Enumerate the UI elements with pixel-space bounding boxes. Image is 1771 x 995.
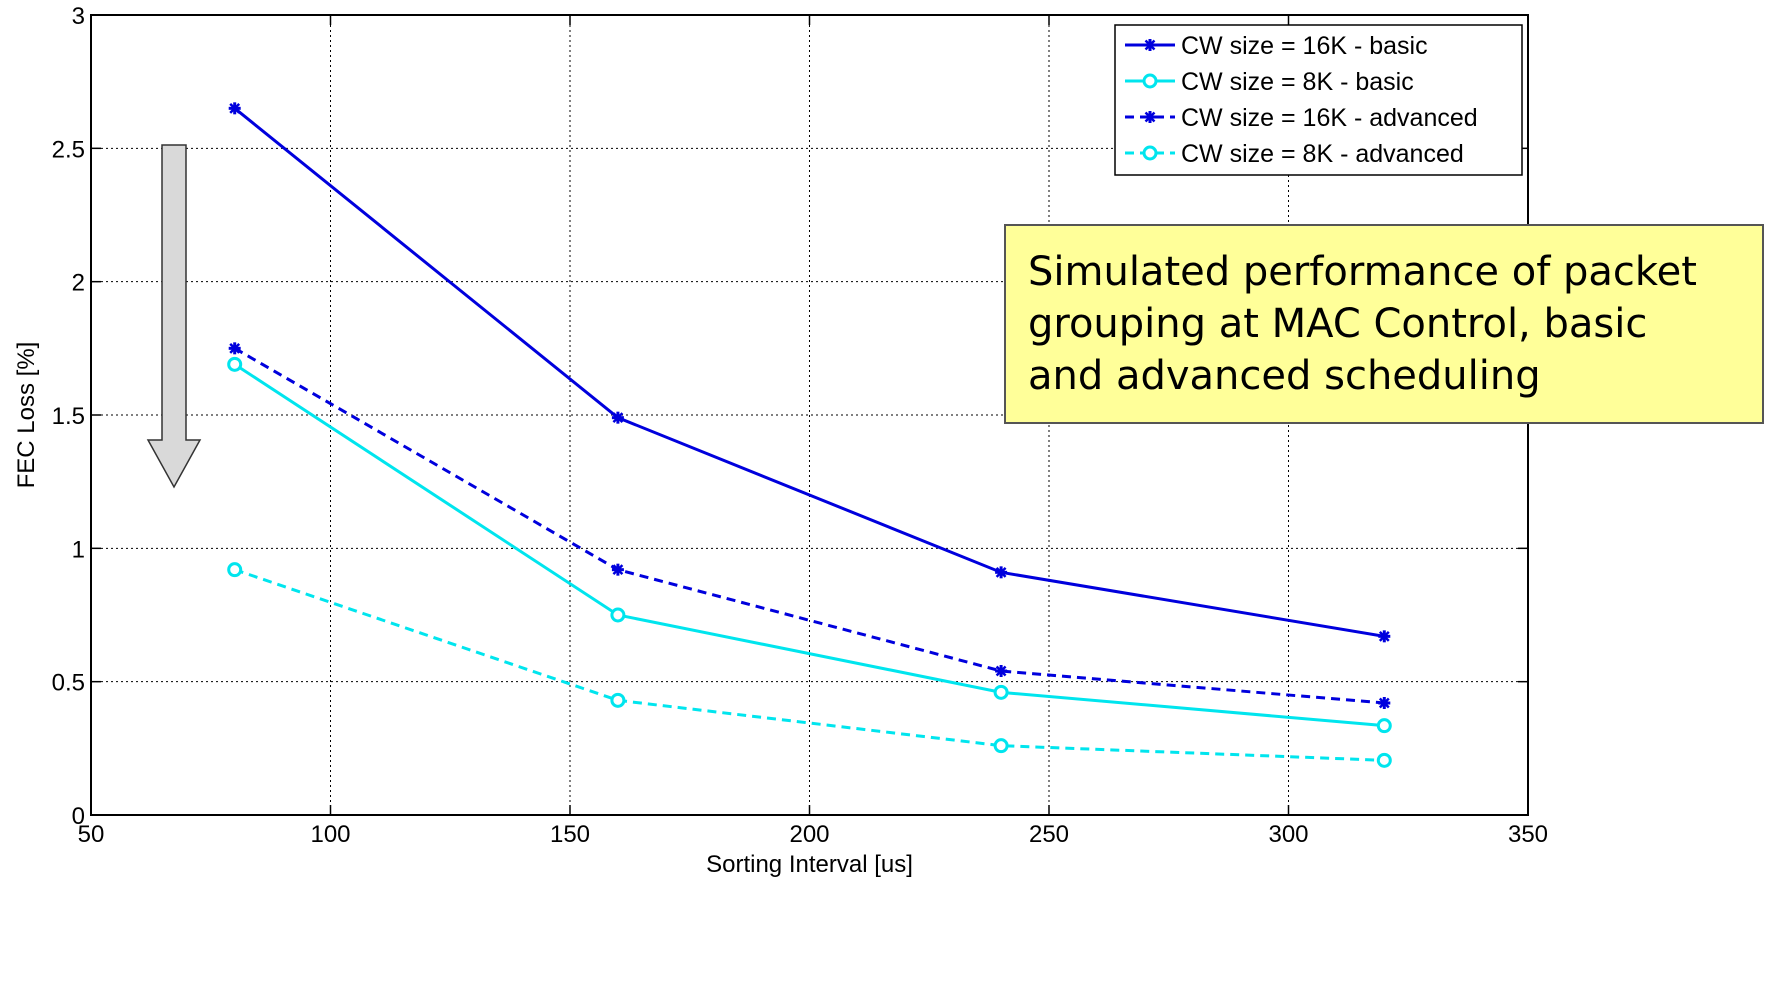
legend-item: CW size = 16K - basic <box>1125 32 1428 60</box>
x-tick-label: 50 <box>78 821 105 848</box>
data-point <box>1142 73 1158 89</box>
axis-ticks: 50 100 150 200 250 300 350 0 0.5 1 1.5 2 2.5 3 <box>52 3 1548 848</box>
data-point <box>993 738 1009 754</box>
data-point <box>995 665 1008 677</box>
decreasing-arrow <box>146 144 202 489</box>
legend-box <box>1114 24 1523 176</box>
annotation-line: Simulated performance of packet <box>1028 249 1697 295</box>
data-point <box>995 566 1008 579</box>
data-point <box>227 562 243 578</box>
series-2 <box>227 356 1392 734</box>
series-line <box>234 568 1385 762</box>
data-point <box>1378 697 1391 709</box>
data-point <box>228 342 241 355</box>
x-tick-label: 150 <box>550 821 590 848</box>
y-tick-label: 0.5 <box>52 670 85 697</box>
y-tick-label: 3 <box>72 3 85 30</box>
legend-label: CW size = 8K - advanced <box>1181 140 1464 168</box>
y-tick-label: 2.5 <box>52 136 85 163</box>
series-4 <box>227 562 1392 768</box>
series-layer <box>227 102 1392 768</box>
x-tick-label: 250 <box>1029 821 1069 848</box>
series-line <box>233 107 1385 638</box>
data-point <box>610 692 626 708</box>
data-point <box>611 563 624 576</box>
data-point <box>611 411 624 424</box>
y-tick-label: 0 <box>72 803 85 830</box>
data-point <box>1144 39 1156 51</box>
annotation-box: Simulated performance of packet grouping… <box>1004 224 1764 424</box>
data-point <box>228 102 241 115</box>
x-tick-label: 350 <box>1508 821 1548 848</box>
legend-label: CW size = 16K - basic <box>1181 32 1428 60</box>
x-tick-label: 200 <box>789 821 829 848</box>
x-tick-label: 100 <box>310 821 350 848</box>
x-tick-label: 300 <box>1268 821 1308 848</box>
annotation-line: and advanced scheduling <box>1028 353 1541 399</box>
y-axis-label: FEC Loss [%] <box>13 342 40 489</box>
y-tick-label: 2 <box>72 270 85 297</box>
series-line <box>233 363 1385 728</box>
legend-item: CW size = 8K - advanced <box>1125 140 1464 168</box>
data-point <box>1378 630 1391 643</box>
series-3 <box>228 342 1391 709</box>
data-point <box>993 684 1009 700</box>
annotation-line: grouping at MAC Control, basic <box>1028 301 1648 347</box>
data-point <box>610 607 626 623</box>
data-point <box>1376 718 1392 734</box>
y-tick-label: 1 <box>72 536 85 563</box>
legend-item: CW size = 8K - basic <box>1125 68 1414 96</box>
series-1 <box>228 102 1391 643</box>
legend: CW size = 16K - basic CW size = 8K - basi… <box>1114 24 1523 176</box>
y-tick-label: 1.5 <box>52 403 85 430</box>
data-point <box>1376 752 1392 768</box>
data-point <box>1142 145 1158 161</box>
data-point <box>227 356 243 372</box>
legend-item: CW size = 16K - advanced <box>1125 104 1478 132</box>
legend-label: CW size = 16K - advanced <box>1181 104 1478 132</box>
x-axis-label: Sorting Interval [us] <box>706 851 913 878</box>
legend-label: CW size = 8K - basic <box>1181 68 1414 96</box>
data-point <box>1144 111 1156 123</box>
down-arrow-icon <box>146 144 202 489</box>
